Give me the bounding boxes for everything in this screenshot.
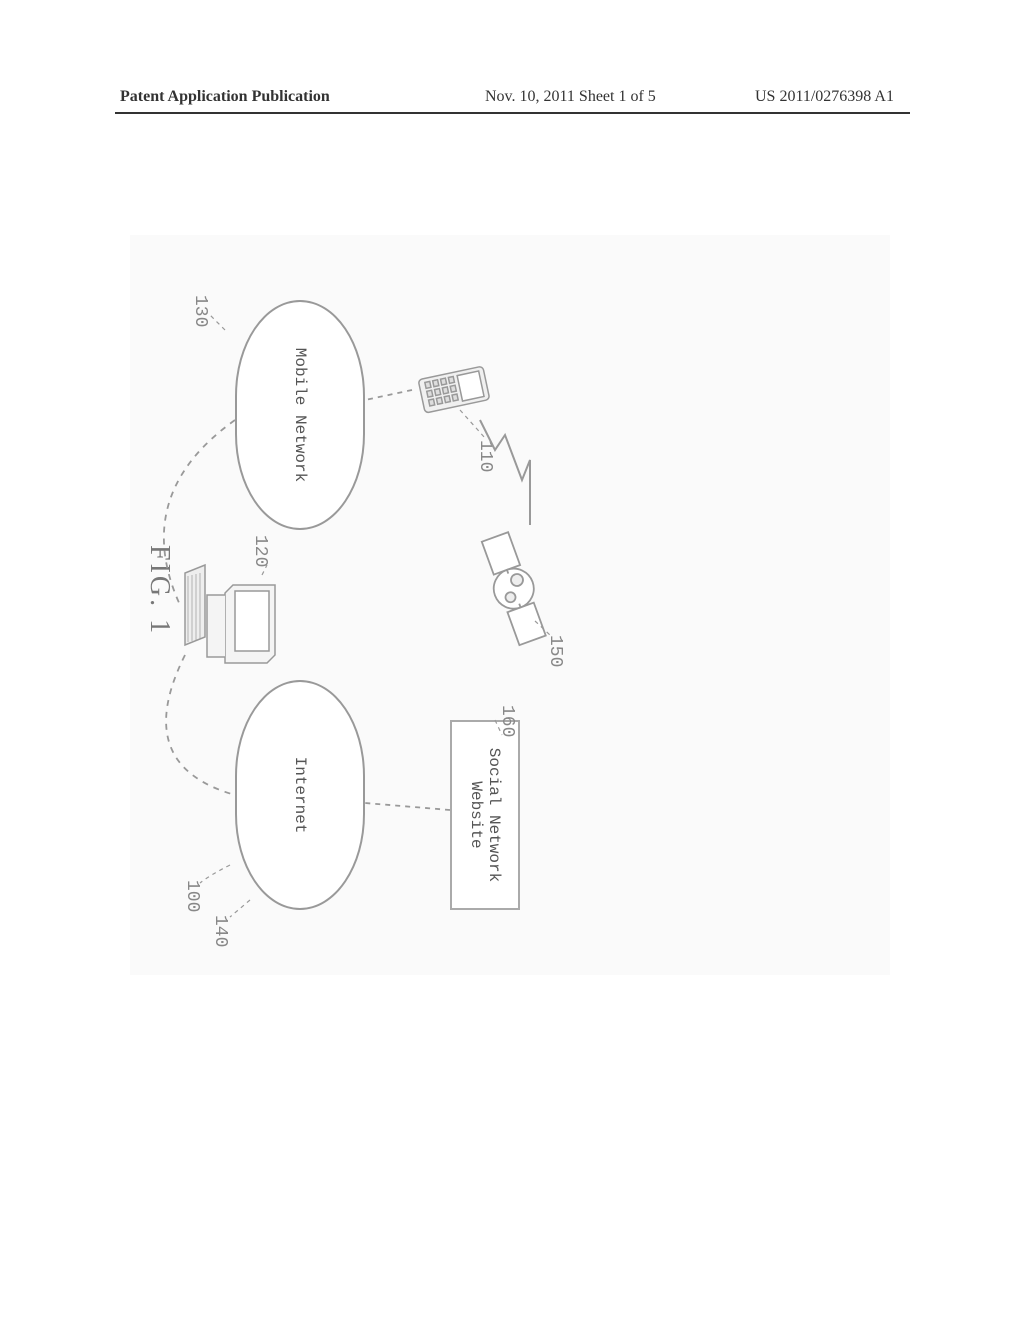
refnum-110: 110 <box>475 440 495 472</box>
refnum-130: 130 <box>190 295 210 327</box>
figure-1: Mobile Network 130 Internet 140 Social N… <box>130 235 890 975</box>
phone-icon <box>412 355 492 425</box>
refnum-120: 120 <box>250 535 270 567</box>
mobile-network-cloud: Mobile Network <box>235 300 365 530</box>
refnum-140: 140 <box>210 915 230 947</box>
refnum-160: 160 <box>497 705 517 737</box>
sheet-info: Nov. 10, 2011 Sheet 1 of 5 <box>485 88 656 106</box>
social-network-label: Social Network Website <box>467 748 503 882</box>
internet-cloud: Internet <box>235 680 365 910</box>
figure-label: FIG. 1 <box>143 545 175 636</box>
header-rule <box>115 112 910 114</box>
publication-number: US 2011/0276398 A1 <box>755 88 894 106</box>
refnum-100: 100 <box>182 880 202 912</box>
refnum-150: 150 <box>545 635 565 667</box>
figure-1-rotated: Mobile Network 130 Internet 140 Social N… <box>130 235 890 975</box>
mobile-network-label: Mobile Network <box>291 348 309 482</box>
page-header: Patent Application Publication Nov. 10, … <box>0 88 1024 112</box>
internet-label: Internet <box>291 757 309 834</box>
publication-type: Patent Application Publication <box>120 88 330 106</box>
social-network-box: Social Network Website <box>450 720 520 910</box>
